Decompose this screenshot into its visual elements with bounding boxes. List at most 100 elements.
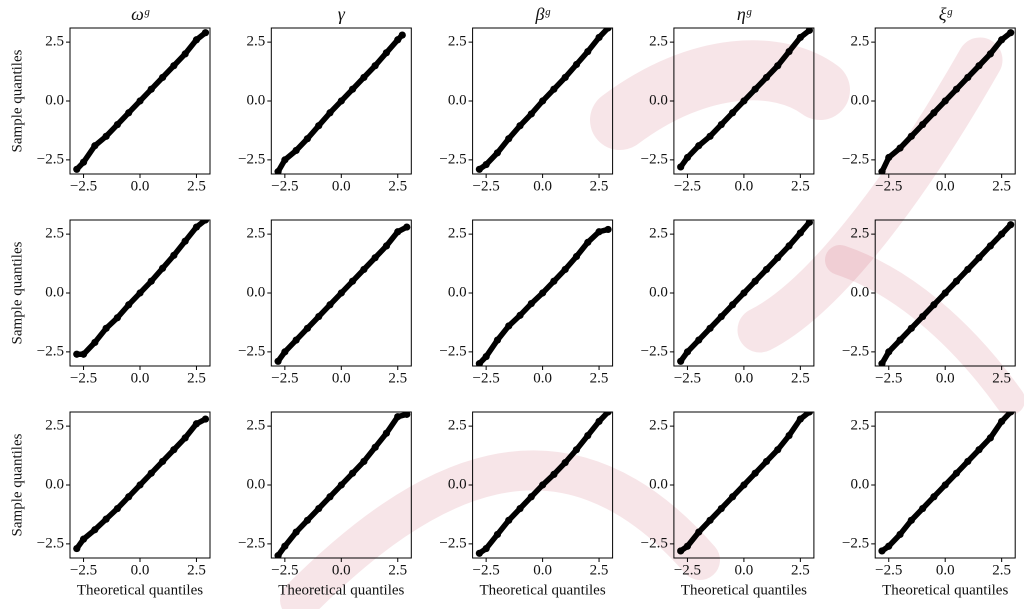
x-tick-label: −2.5 (674, 178, 701, 194)
subplot-title: ωᵍ (131, 4, 150, 24)
subplot-title: ξᵍ (939, 4, 953, 24)
qq-point (952, 469, 961, 477)
qq-point (303, 135, 312, 143)
qq-point (403, 412, 411, 418)
qq-point (975, 62, 983, 70)
qq-line (477, 226, 609, 366)
y-tick-label: 0.0 (850, 476, 869, 492)
qq-point (550, 277, 558, 285)
qq-point (360, 73, 368, 82)
qq-point (595, 417, 603, 426)
y-tick-label: −2.5 (641, 343, 668, 359)
qq-point (1007, 221, 1015, 229)
qq-point (885, 153, 893, 162)
y-tick-label: 2.5 (45, 226, 64, 242)
qq-point (147, 469, 155, 477)
qq-point (292, 146, 300, 155)
x-tick-label: 2.5 (187, 370, 206, 386)
x-tick-label: 2.5 (590, 370, 609, 386)
qq-point (394, 413, 402, 421)
x-axis-label: Theoretical quantiles (278, 582, 404, 598)
qq-point (584, 47, 592, 56)
plot-area (73, 29, 210, 173)
y-tick-label: 0.0 (448, 284, 467, 300)
qq-point (952, 85, 961, 93)
y-tick-label: −2.5 (439, 151, 466, 167)
qq-point (878, 547, 886, 555)
qq-point (774, 446, 782, 454)
qq-point (475, 360, 483, 366)
subplot: −2.5 0.0 2.5 −2.5 0.0 2.5 (439, 219, 614, 386)
qq-point (785, 47, 793, 56)
qq-point (505, 322, 513, 330)
subplot: −2.5 0.0 2.5 −2.5 0.0 2.5 ωᵍ Sample quantiles (9, 4, 211, 194)
y-tick-label: 2.5 (448, 226, 467, 242)
qq-point (527, 299, 535, 308)
qq-point (398, 31, 406, 39)
subplot: −2.5 0.0 2.5 −2.5 0.0 2.5 (842, 219, 1016, 386)
y-tick-label: 2.5 (649, 226, 668, 242)
qq-point (896, 144, 904, 152)
qq-point (1007, 29, 1015, 37)
y-tick-label: 0.0 (850, 92, 869, 108)
x-tick-label: 0.0 (533, 178, 552, 194)
qq-point (315, 312, 323, 321)
qq-point (348, 85, 357, 93)
subplot: −2.5 0.0 2.5 −2.5 0.0 2.5 Theoretical quantile… (641, 411, 815, 598)
qq-point (91, 338, 99, 347)
qq-point (281, 156, 289, 164)
x-tick-label: −2.5 (473, 178, 500, 194)
x-tick-label: 2.5 (187, 562, 206, 578)
qq-point (516, 311, 524, 319)
qq-point (729, 109, 737, 117)
x-tick-label: −2.5 (70, 370, 97, 386)
qq-point (896, 530, 904, 539)
y-tick-label: −2.5 (842, 151, 869, 167)
subplot: −2.5 0.0 2.5 −2.5 0.0 2.5 Theoretical quantile… (439, 411, 614, 598)
qq-point (964, 73, 972, 82)
x-tick-label: −2.5 (875, 178, 902, 194)
x-tick-label: 2.5 (992, 370, 1011, 386)
qq-point (595, 33, 603, 42)
qq-point (158, 264, 167, 272)
qq-point (885, 542, 893, 550)
y-tick-label: 2.5 (247, 418, 266, 434)
plot-area (878, 412, 1015, 555)
x-tick-label: −2.5 (271, 562, 298, 578)
y-tick-label: 0.0 (247, 476, 266, 492)
qq-point (964, 265, 972, 274)
x-axis-label: Theoretical quantiles (77, 582, 203, 598)
qq-point (998, 36, 1006, 44)
y-tick-label: 2.5 (649, 418, 668, 434)
plot-area (677, 220, 813, 365)
qq-point (878, 360, 886, 366)
y-tick-label: −2.5 (238, 151, 265, 167)
qq-point (326, 493, 334, 501)
y-tick-label: 0.0 (247, 284, 266, 300)
qq-point (102, 132, 110, 140)
qq-point (382, 429, 391, 437)
x-tick-label: −2.5 (875, 370, 902, 386)
qq-point (1007, 412, 1015, 416)
qq-point (907, 324, 915, 332)
qq-point (740, 97, 748, 105)
y-tick-label: 0.0 (850, 284, 869, 300)
qq-point (136, 481, 144, 489)
qq-point (158, 457, 167, 466)
y-tick-label: 2.5 (649, 34, 668, 50)
qq-point (382, 49, 391, 57)
qq-point (986, 50, 994, 58)
qq-point (677, 357, 685, 365)
qq-point (550, 470, 558, 479)
x-tick-label: −2.5 (674, 562, 701, 578)
qq-point (762, 73, 771, 82)
qq-point (73, 350, 81, 358)
qq-point (125, 301, 133, 309)
qq-point (740, 289, 748, 297)
subplot: −2.5 0.0 2.5 −2.5 0.0 2.5 Sample quantiles (9, 219, 211, 386)
qq-point (677, 163, 685, 171)
qq-point (274, 357, 282, 365)
qq-point (561, 265, 569, 274)
y-tick-label: 0.0 (45, 476, 64, 492)
y-axis-label: Sample quantiles (9, 49, 25, 152)
